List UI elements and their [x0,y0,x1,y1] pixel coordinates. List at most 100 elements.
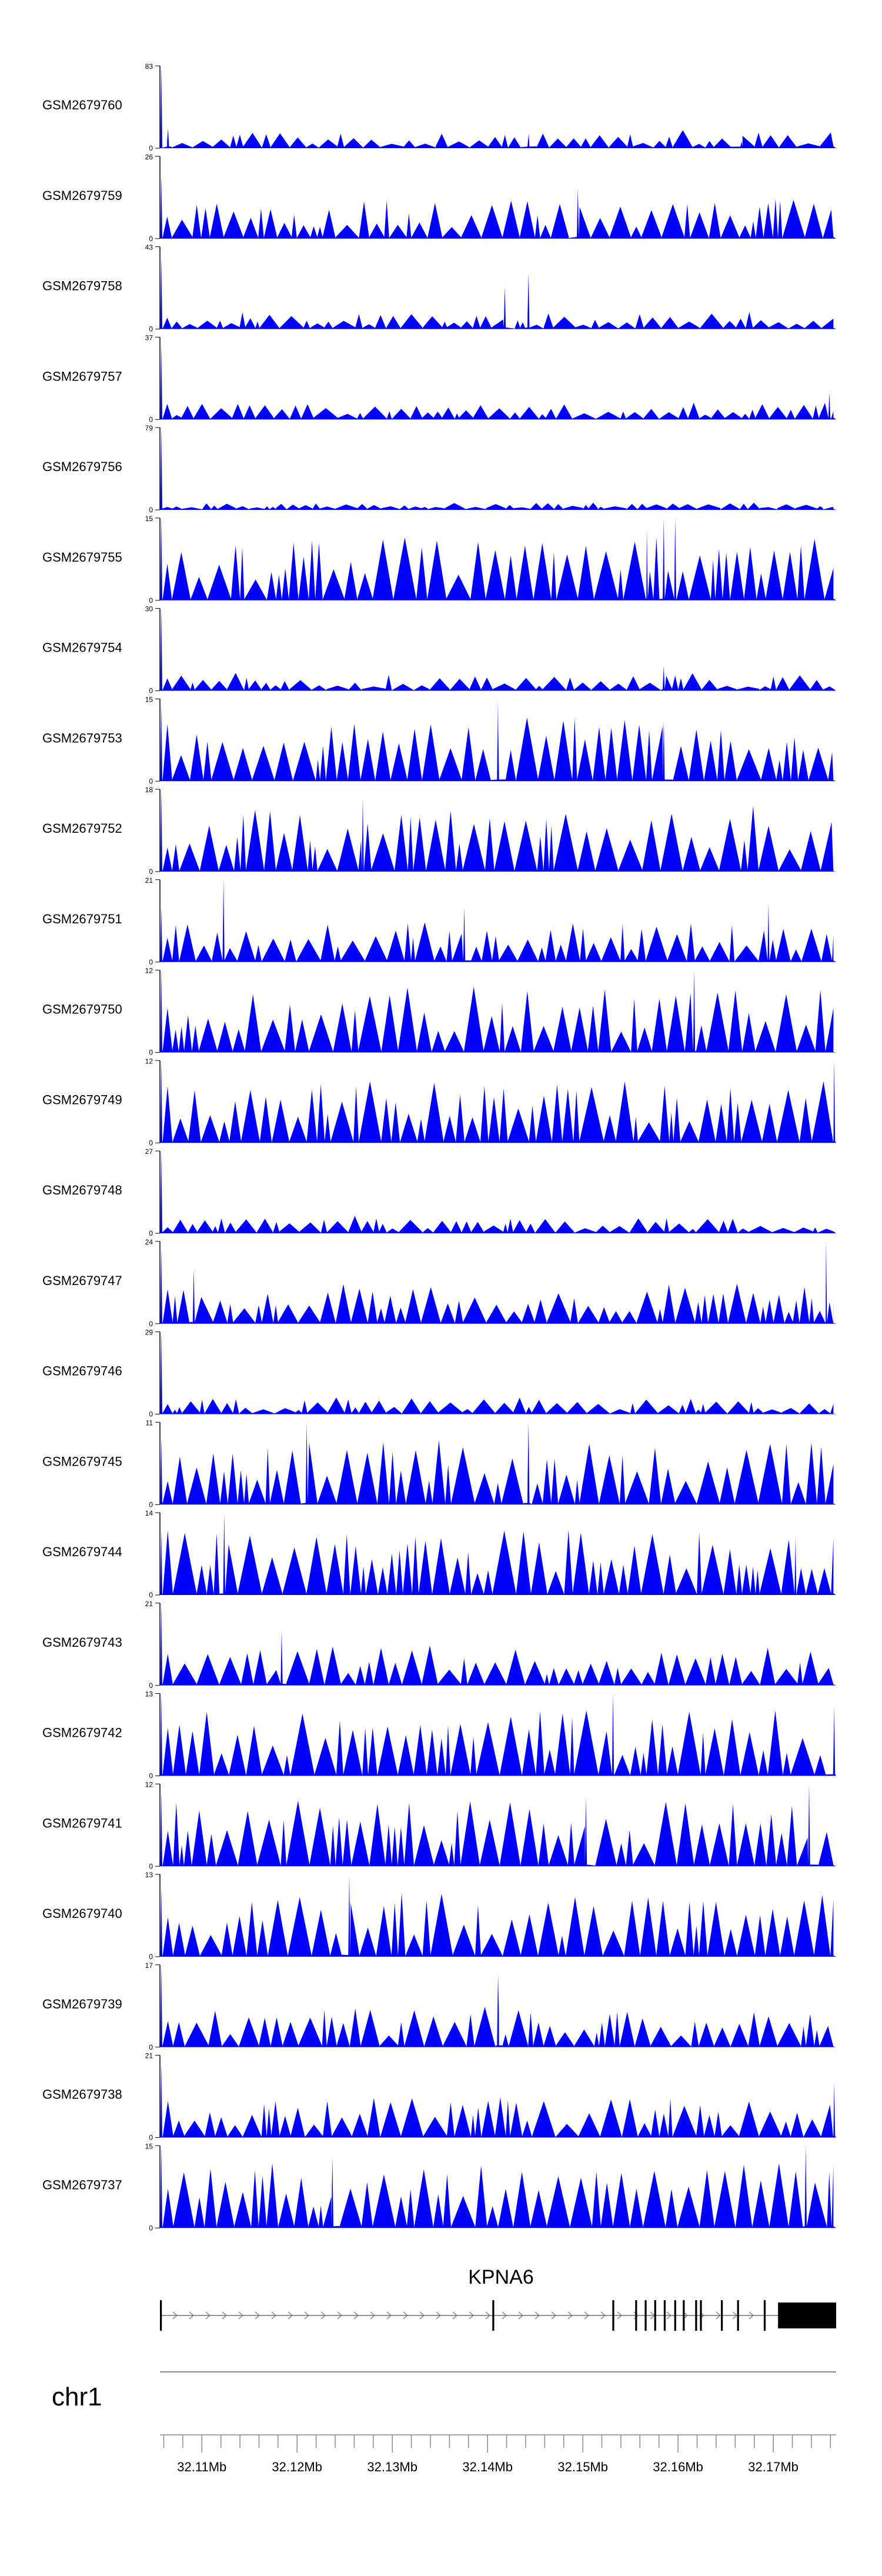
track-label: GSM2679744 [42,1544,122,1559]
y-max-label: 15 [145,2142,153,2150]
track-GSM2679757: GSM2679757 37 0 [42,333,836,423]
coverage-tracks: GSM2679760830GSM2679759260GSM2679758430G… [42,62,836,2232]
y-min-label: 0 [149,1139,153,1147]
exon [700,2300,702,2331]
coverage-area [160,343,836,420]
track-GSM2679742: GSM2679742 13 0 [42,1690,836,1780]
coverage-area [160,256,836,329]
y-max-label: 18 [145,786,153,794]
exon [721,2300,723,2331]
strand-chevron [255,2311,260,2320]
exon [644,2300,647,2331]
strand-chevron [551,2311,556,2320]
y-min-label: 0 [149,1591,153,1599]
y-max-label: 12 [145,1057,153,1065]
strand-chevron [304,2311,309,2320]
coverage-area [160,2145,836,2228]
y-min-label: 0 [149,1953,153,1961]
track-label: GSM2679740 [42,1906,122,1921]
strand-chevron [337,2311,342,2320]
y-min-label: 0 [149,1049,153,1057]
track-GSM2679743: GSM2679743 21 0 [42,1600,836,1690]
track-GSM2679744: GSM2679744 14 0 [42,1509,836,1599]
gene-structure [160,2300,836,2331]
y-min-label: 0 [149,235,153,243]
y-min-label: 0 [149,1229,153,1237]
y-max-label: 21 [145,1600,153,1608]
y-max-label: 27 [145,1147,153,1156]
strand-chevron [452,2311,457,2320]
strand-chevron [485,2311,490,2320]
y-max-label: 21 [145,2052,153,2060]
coverage-area [160,1151,836,1233]
track-label: GSM2679737 [42,2177,122,2192]
strand-chevron [584,2311,589,2320]
y-min-label: 0 [149,2043,153,2051]
track-GSM2679752: GSM2679752 18 0 [42,786,836,876]
track-GSM2679737: GSM2679737 15 0 [42,2142,836,2232]
strand-chevron [436,2311,441,2320]
y-max-label: 43 [145,243,153,252]
coverage-area [160,1422,836,1505]
coverage-area [160,428,836,510]
track-label: GSM2679748 [42,1183,122,1197]
y-max-label: 26 [145,153,153,161]
track-label: GSM2679759 [42,188,122,203]
y-max-label: 12 [145,1780,153,1788]
strand-chevron [419,2311,425,2320]
y-max-label: 79 [145,424,153,432]
strand-chevron [518,2311,523,2320]
exon [778,2303,836,2328]
y-max-label: 83 [145,62,153,71]
strand-chevron [666,2311,671,2320]
strand-chevron [502,2311,507,2320]
chromosome-label: chr1 [52,2383,102,2411]
strand-chevron [534,2311,540,2320]
coverage-area [160,1874,836,1957]
exon [612,2300,614,2331]
coverage-area [160,1784,836,1867]
y-min-label: 0 [149,1681,153,1690]
coverage-area [160,66,836,148]
y-min-label: 0 [149,325,153,333]
coverage-area [160,1332,836,1414]
exon [663,2300,666,2331]
coverage-area [160,518,836,600]
coverage-area [160,879,836,962]
track-GSM2679753: GSM2679753 15 0 [42,695,836,785]
y-max-label: 37 [145,333,153,342]
y-min-label: 0 [149,777,153,785]
y-min-label: 0 [149,2134,153,2142]
strand-chevron [189,2311,194,2320]
genome-axis: 32.11Mb 32.12Mb 32.13Mb 32.14Mb 32.15Mb 32.16… [160,2434,836,2474]
track-label: GSM2679741 [42,1816,122,1830]
coverage-area [160,1513,836,1595]
strand-chevron [732,2311,737,2320]
exon [683,2300,685,2331]
track-GSM2679741: GSM2679741 12 0 [42,1780,836,1870]
track-GSM2679747: GSM2679747 24 0 [42,1238,836,1328]
track-label: GSM2679753 [42,730,122,745]
coverage-area [160,608,836,691]
track-GSM2679750: GSM2679750 12 0 [42,967,836,1057]
track-GSM2679754: GSM2679754 30 0 [42,605,836,695]
coverage-area [160,1693,836,1776]
y-max-label: 21 [145,876,153,885]
strand-chevron [617,2311,622,2320]
exon [654,2300,656,2331]
y-max-label: 14 [145,1509,153,1517]
coverage-area [160,789,836,872]
strand-chevron [172,2311,178,2320]
track-label: GSM2679746 [42,1364,122,1379]
y-max-label: 15 [145,695,153,703]
coverage-area [160,1241,836,1324]
track-GSM2679749: GSM2679749 12 0 [42,1057,836,1147]
strand-chevron [238,2311,243,2320]
x-tick-label: 32.17Mb [748,2460,799,2474]
y-max-label: 12 [145,967,153,975]
x-tick-label: 32.15Mb [557,2460,608,2474]
strand-chevron [716,2311,721,2320]
strand-chevron [469,2311,474,2320]
exon [635,2300,637,2331]
y-min-label: 0 [149,1772,153,1780]
